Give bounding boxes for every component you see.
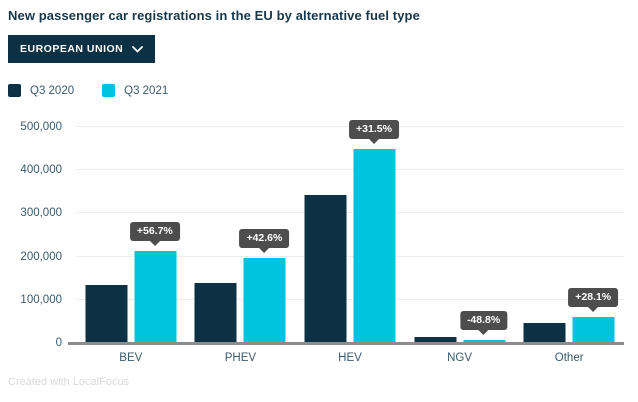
- change-badge-hev: +31.5%: [349, 119, 399, 139]
- legend-item-q3-2020: Q3 2020: [8, 84, 74, 97]
- bar-pair: [194, 257, 286, 343]
- change-badge-ngv: -48.8%: [459, 310, 508, 330]
- chart-card: New passenger car registrations in the E…: [0, 0, 638, 388]
- x-tick-label-hev: HEV: [338, 352, 362, 364]
- bar-group-other: +28.1% Other: [514, 127, 624, 364]
- bar-pair: [85, 251, 177, 343]
- bar-q3-2020-hev[interactable]: [304, 195, 347, 343]
- x-axis-line: [68, 342, 624, 345]
- bar-group-phev: +42.6% PHEV: [186, 127, 296, 364]
- bar-q3-2021-other[interactable]: [572, 316, 615, 343]
- y-tick-label: 400,000: [20, 164, 62, 177]
- plot-area: +56.7% BEV +42.6% PHEV +31.5% HEV -48.8% NGV +28…: [68, 119, 624, 364]
- x-tick-label-bev: BEV: [119, 352, 143, 364]
- legend-label: Q3 2020: [30, 84, 75, 97]
- bar-groups: +56.7% BEV +42.6% PHEV +31.5% HEV -48.8% NGV +28…: [76, 119, 624, 364]
- y-tick-label: 0: [55, 337, 62, 349]
- bar-pair: [523, 316, 615, 343]
- bar-q3-2020-bev[interactable]: [85, 284, 128, 343]
- legend: Q3 2020 Q3 2021: [8, 84, 630, 97]
- attribution: Created with LocalFocus: [8, 376, 130, 388]
- change-badge-other: +28.1%: [568, 287, 619, 307]
- gridline: [76, 255, 624, 257]
- bar-chart: 0 100,000 200,000 300,000 400,000 500,000 +56…: [8, 119, 624, 364]
- bar-q3-2020-phev[interactable]: [194, 283, 237, 343]
- legend-label: Q3 2021: [124, 84, 169, 97]
- bar-q3-2020-ngv[interactable]: [414, 337, 457, 343]
- bar-pair: [414, 337, 506, 343]
- bar-q3-2021-bev[interactable]: [134, 251, 177, 343]
- legend-swatch: [8, 84, 21, 97]
- y-tick-label: 100,000: [20, 293, 62, 306]
- bar-q3-2021-ngv[interactable]: [463, 339, 506, 343]
- y-tick-label: 300,000: [20, 207, 62, 220]
- chevron-down-icon: [132, 45, 144, 52]
- gridline: [76, 298, 624, 300]
- change-badge-phev: +42.6%: [239, 228, 290, 248]
- x-tick-label-phev: PHEV: [224, 352, 257, 364]
- change-badge-bev: +56.7%: [129, 222, 180, 242]
- bar-group-hev: +31.5% HEV: [295, 119, 405, 364]
- bar-q3-2021-hev[interactable]: [353, 148, 396, 343]
- x-tick-label-other: Other: [554, 352, 584, 364]
- y-tick-label: 500,000: [20, 121, 62, 133]
- x-tick-label-ngv: NGV: [447, 352, 473, 364]
- bar-group-bev: +56.7% BEV: [76, 127, 186, 364]
- bar-q3-2021-phev[interactable]: [243, 257, 286, 343]
- bar-pair: [304, 148, 396, 343]
- bar-q3-2020-other[interactable]: [523, 322, 566, 343]
- page-title: New passenger car registrations in the E…: [8, 8, 420, 23]
- gridline: [76, 169, 624, 171]
- y-tick-label: 200,000: [20, 250, 62, 263]
- region-dropdown[interactable]: EUROPEAN UNION: [8, 35, 156, 63]
- legend-item-q3-2021: Q3 2021: [102, 84, 168, 97]
- legend-swatch: [102, 84, 116, 97]
- region-dropdown-label: EUROPEAN UNION: [20, 43, 124, 55]
- gridline: [76, 212, 624, 214]
- bar-group-ngv: -48.8% NGV: [405, 127, 515, 364]
